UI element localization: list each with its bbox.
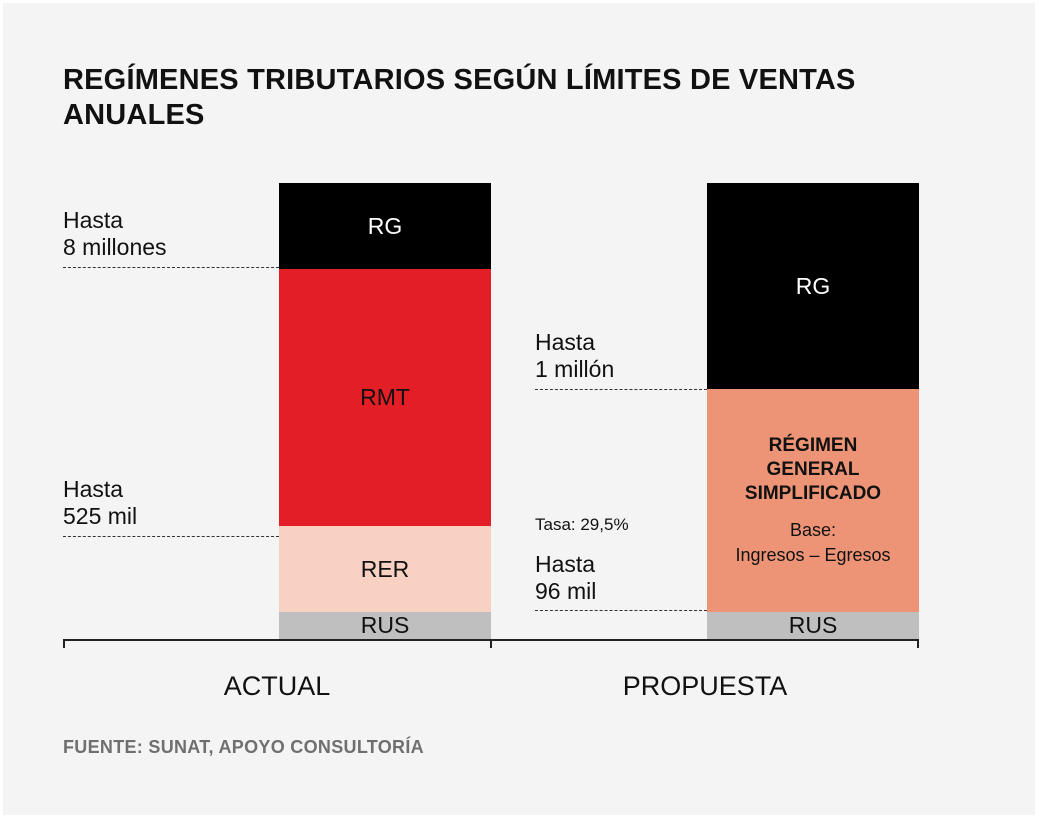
threshold-line1: Hasta [535,551,596,577]
threshold-line2: 525 mil [63,503,138,529]
threshold-line2: 8 millones [63,234,167,260]
threshold-propuesta-1-millon: Hasta 1 millón [535,329,614,383]
rgs-title: RÉGIMEN GENERAL SIMPLIFICADO [745,434,881,506]
rgs-title-line: RÉGIMEN [768,434,858,456]
segment-propuesta-rgs: RÉGIMEN GENERAL SIMPLIFICADO Base: Ingre… [707,389,919,612]
segment-label: RER [360,555,410,582]
infographic-card: REGÍMENES TRIBUTARIOS SEGÚN LÍMITES DE V… [3,3,1035,815]
x-tick-label-propuesta: PROPUESTA [622,671,788,701]
threshold-line-propuesta-96-mil [535,610,707,611]
segment-label: RUS [360,612,410,638]
threshold-line-actual-8-millones [63,267,279,268]
segment-label: RMT [360,384,410,410]
rgs-base: Base: Ingresos – Egresos [735,518,890,568]
x-tick-label-actual: ACTUAL [223,671,331,701]
threshold-actual-8-millones: Hasta 8 millones [63,207,167,261]
threshold-line1: Hasta [63,476,124,502]
threshold-line2: 1 millón [535,356,615,382]
chart-title: REGÍMENES TRIBUTARIOS SEGÚN LÍMITES DE V… [63,64,856,131]
segment-actual-rus: RUS [279,612,491,639]
threshold-actual-525-mil: Hasta 525 mil [63,476,137,530]
threshold-line1: Hasta [63,207,124,233]
axis-tick [490,639,492,648]
threshold-line1: Hasta [535,329,596,355]
rgs-rate: Tasa: 29,5% [535,515,629,534]
segment-label: RUS [788,612,838,638]
axis-tick [917,639,919,648]
axis-tick [63,639,65,648]
segment-actual-rg: RG [279,183,491,269]
segment-actual-rmt: RMT [279,269,491,526]
segment-label: RG [795,272,831,299]
segment-label: RG [367,212,403,239]
rgs-base-line: Base: [789,519,837,540]
threshold-line-propuesta-1-millon [535,389,707,390]
segment-propuesta-rus: RUS [707,612,919,639]
segment-propuesta-rg: RG [707,183,919,389]
rgs-title-line: SIMPLIFICADO [744,482,882,504]
threshold-line2: 96 mil [535,578,597,604]
rgs-base-line: Ingresos – Egresos [735,544,891,565]
segment-actual-rer: RER [279,526,491,612]
threshold-line-actual-525-mil [63,536,279,537]
threshold-propuesta-96-mil: Hasta 96 mil [535,551,596,605]
source-note: FUENTE: SUNAT, APOYO CONSULTORÍA [63,737,424,757]
rgs-title-line: GENERAL [766,458,860,480]
